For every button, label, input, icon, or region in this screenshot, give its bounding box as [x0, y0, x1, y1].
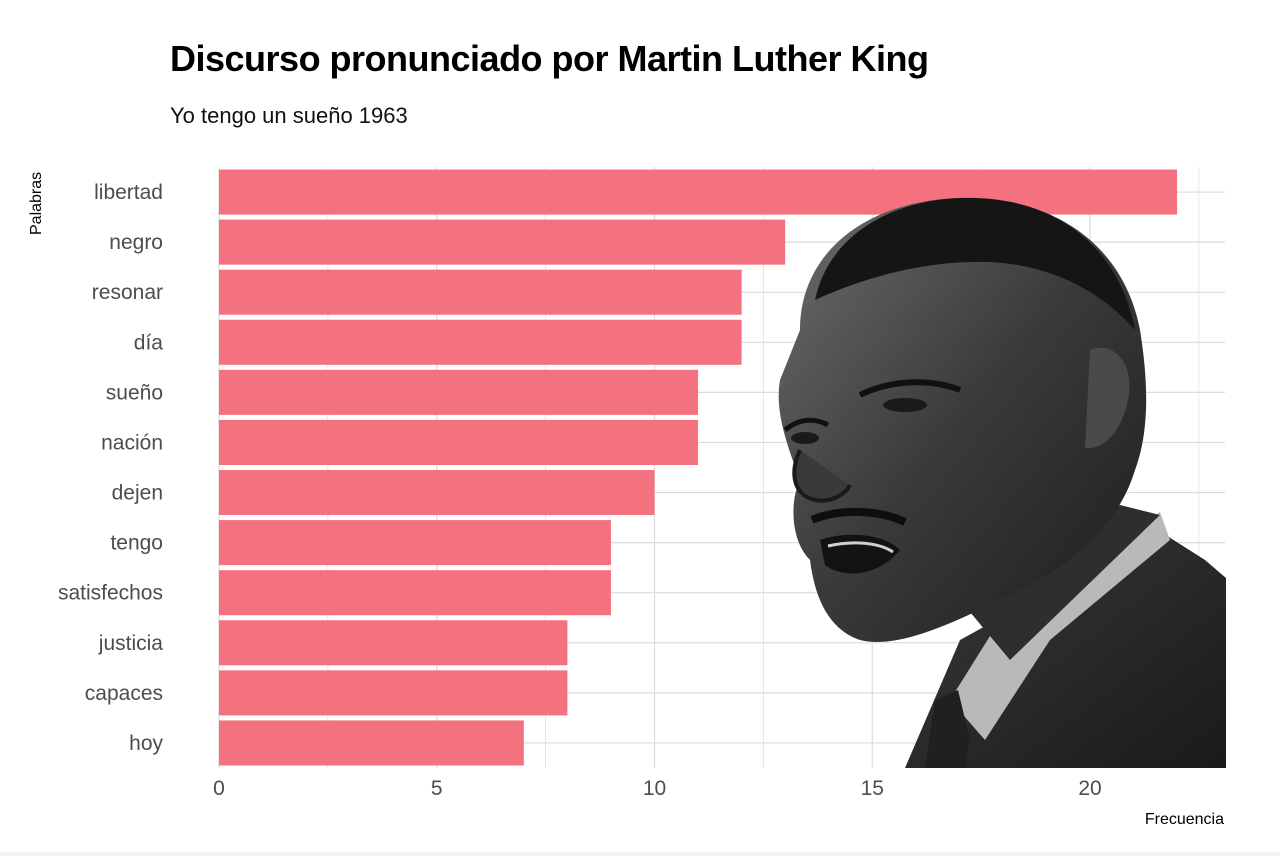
bar-2: [219, 269, 742, 315]
y-tick-label: capaces: [85, 682, 163, 705]
y-tick-label: día: [134, 331, 164, 354]
y-tick-label: justicia: [98, 632, 164, 655]
y-tick-label: sueño: [106, 381, 163, 404]
y-tick-label: nación: [101, 431, 163, 454]
bar-11: [219, 720, 524, 766]
bottom-band: [0, 852, 1280, 856]
y-tick-label: satisfechos: [58, 582, 163, 605]
x-tick-labels: 0 5 10 15 20: [213, 777, 1102, 800]
x-axis-title: Frecuencia: [1145, 811, 1224, 828]
bar-3: [219, 319, 742, 365]
bars: [219, 169, 1178, 766]
bar-9: [219, 620, 568, 666]
y-tick-labels: libertad negro resonar día sueño nación dejen t…: [58, 181, 164, 755]
bar-5: [219, 419, 699, 465]
x-tick-label: 10: [643, 777, 666, 800]
bar-10: [219, 670, 568, 716]
chart-title: Discurso pronunciado por Martin Luther K…: [170, 38, 929, 79]
y-axis-title: Palabras: [28, 172, 45, 235]
y-tick-label: tengo: [110, 532, 163, 555]
portrait-photo: [778, 197, 1226, 768]
x-tick-label: 0: [213, 777, 225, 800]
x-tick-label: 15: [861, 777, 884, 800]
bar-1: [219, 219, 786, 265]
y-tick-label: libertad: [94, 181, 163, 204]
x-tick-label: 20: [1078, 777, 1101, 800]
bar-7: [219, 520, 611, 566]
bar-8: [219, 570, 611, 616]
y-tick-label: dejen: [112, 482, 163, 505]
y-tick-label: hoy: [129, 732, 163, 755]
chart-subtitle: Yo tengo un sueño 1963: [170, 103, 408, 128]
y-tick-label: negro: [109, 231, 163, 254]
x-tick-label: 5: [431, 777, 443, 800]
bar-0: [219, 169, 1178, 215]
bar-4: [219, 369, 699, 415]
y-tick-label: resonar: [92, 281, 163, 304]
bar-6: [219, 470, 655, 516]
